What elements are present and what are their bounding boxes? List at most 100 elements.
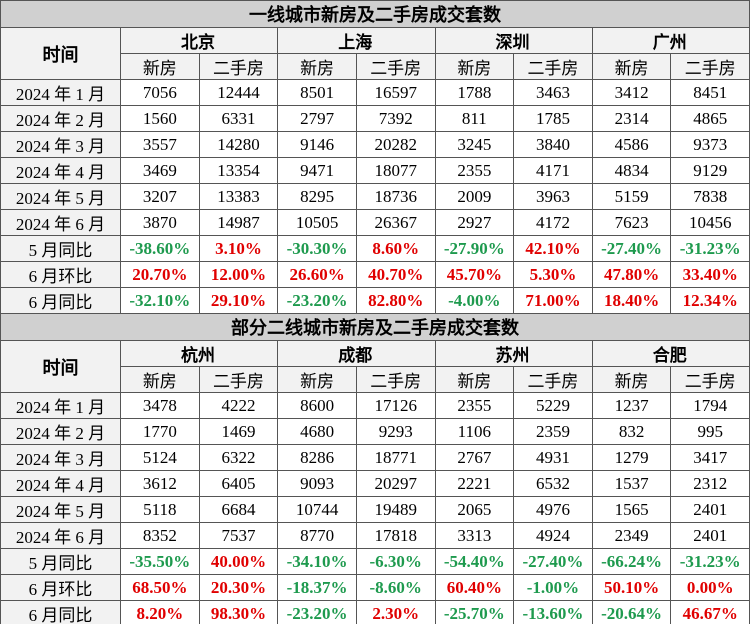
count-cell: 2401 <box>670 496 750 523</box>
count-cell: 16597 <box>355 79 436 106</box>
count-cell: 9129 <box>670 157 750 184</box>
city-header: 广州 <box>591 27 750 54</box>
count-cell: 4171 <box>513 157 593 184</box>
sub-header: 新房 <box>277 53 357 80</box>
change-cell: 42.10% <box>513 235 593 262</box>
count-cell: 4172 <box>513 209 593 236</box>
count-cell: 3612 <box>120 470 200 497</box>
sub-header: 二手房 <box>355 366 436 393</box>
data-row: 2024 年 5 月 5118 6684 10744 19489 2065 4976 1565… <box>0 496 750 523</box>
change-cell: -27.40% <box>591 235 672 262</box>
data-row: 5 月同比 -35.50% 40.00% -34.10% -6.30% -54.40% -2… <box>0 548 750 575</box>
change-cell: -6.30% <box>355 548 436 575</box>
row-label: 2024 年 6 月 <box>0 522 121 549</box>
data-row: 6 月同比 -32.10% 29.10% -23.20% 82.80% -4.00% 71.… <box>0 287 750 314</box>
count-cell: 1565 <box>591 496 672 523</box>
count-cell: 8770 <box>277 522 357 549</box>
row-label: 6 月环比 <box>0 574 121 601</box>
count-cell: 8501 <box>277 79 357 106</box>
row-label: 5 月同比 <box>0 235 121 262</box>
row-label: 2024 年 2 月 <box>0 418 121 445</box>
change-cell: -23.20% <box>277 600 357 624</box>
sub-header: 二手房 <box>670 366 750 393</box>
count-cell: 7056 <box>120 79 200 106</box>
change-cell: 12.34% <box>670 287 750 314</box>
count-cell: 9373 <box>670 131 750 158</box>
count-cell: 3313 <box>434 522 515 549</box>
change-cell: 0.00% <box>670 574 750 601</box>
count-cell: 3245 <box>434 131 515 158</box>
city-header: 成都 <box>277 340 436 367</box>
count-cell: 3963 <box>513 183 593 210</box>
count-cell: 6684 <box>198 496 279 523</box>
change-cell: -20.64% <box>591 600 672 624</box>
count-cell: 2349 <box>591 522 672 549</box>
row-label: 2024 年 2 月 <box>0 105 121 132</box>
change-cell: 60.40% <box>434 574 515 601</box>
count-cell: 5124 <box>120 444 200 471</box>
change-cell: -54.40% <box>434 548 515 575</box>
count-cell: 3417 <box>670 444 750 471</box>
count-cell: 7537 <box>198 522 279 549</box>
data-row: 2024 年 3 月 3557 14280 9146 20282 3245 3840 4586… <box>0 131 750 158</box>
change-cell: -31.23% <box>670 548 750 575</box>
count-cell: 3478 <box>120 392 200 419</box>
change-cell: 45.70% <box>434 261 515 288</box>
change-cell: 82.80% <box>355 287 436 314</box>
count-cell: 19489 <box>355 496 436 523</box>
count-cell: 7623 <box>591 209 672 236</box>
count-cell: 4924 <box>513 522 593 549</box>
data-row: 2024 年 2 月 1770 1469 4680 9293 1106 2359 832 995 <box>0 418 750 445</box>
change-cell: 47.80% <box>591 261 672 288</box>
city-header: 北京 <box>119 27 279 54</box>
change-cell: 8.20% <box>120 600 200 624</box>
row-label: 2024 年 3 月 <box>0 131 121 158</box>
count-cell: 3557 <box>120 131 200 158</box>
row-label: 2024 年 5 月 <box>0 183 121 210</box>
data-row: 2024 年 2 月 1560 6331 2797 7392 811 1785 2314 486… <box>0 105 750 132</box>
row-label: 2024 年 1 月 <box>0 79 121 106</box>
count-cell: 1237 <box>591 392 672 419</box>
change-cell: 3.10% <box>198 235 279 262</box>
change-cell: 2.30% <box>355 600 436 624</box>
section-title: 一线城市新房及二手房成交套数 <box>0 0 750 28</box>
count-cell: 832 <box>591 418 672 445</box>
count-cell: 10744 <box>277 496 357 523</box>
change-cell: 5.30% <box>513 261 593 288</box>
count-cell: 2359 <box>513 418 593 445</box>
data-row: 6 月环比 68.50% 20.30% -18.37% -8.60% 60.40% -1.0… <box>0 574 750 601</box>
change-cell: -13.60% <box>513 600 593 624</box>
count-cell: 18736 <box>355 183 436 210</box>
data-row: 5 月同比 -38.60% 3.10% -30.30% 8.60% -27.90% 42.1… <box>0 235 750 262</box>
change-cell: -4.00% <box>434 287 515 314</box>
row-label: 2024 年 3 月 <box>0 444 121 471</box>
change-cell: -38.60% <box>120 235 200 262</box>
count-cell: 5118 <box>120 496 200 523</box>
section-title: 部分二线城市新房及二手房成交套数 <box>0 313 750 341</box>
row-label: 2024 年 6 月 <box>0 209 121 236</box>
data-row: 2024 年 6 月 3870 14987 10505 26367 2927 4172 762… <box>0 209 750 236</box>
change-cell: 18.40% <box>591 287 672 314</box>
count-cell: 10505 <box>277 209 357 236</box>
change-cell: -8.60% <box>355 574 436 601</box>
change-cell: -35.50% <box>120 548 200 575</box>
row-label: 5 月同比 <box>0 548 121 575</box>
count-cell: 9471 <box>277 157 357 184</box>
sub-header-row: 新房 二手房 新房 二手房 新房 二手房 新房 二手房 <box>1 53 750 80</box>
sub-header: 新房 <box>120 366 200 393</box>
count-cell: 1106 <box>434 418 515 445</box>
change-cell: 98.30% <box>198 600 279 624</box>
change-cell: -18.37% <box>277 574 357 601</box>
city-header: 苏州 <box>434 340 593 367</box>
change-cell: -1.00% <box>513 574 593 601</box>
count-cell: 1770 <box>120 418 200 445</box>
count-cell: 2355 <box>434 392 515 419</box>
count-cell: 3463 <box>513 79 593 106</box>
time-header: 时间 <box>0 340 121 393</box>
data-row: 6 月同比 8.20% 98.30% -23.20% 2.30% -25.70% -13.6… <box>0 600 750 624</box>
count-cell: 6331 <box>198 105 279 132</box>
count-cell: 4931 <box>513 444 593 471</box>
count-cell: 3207 <box>120 183 200 210</box>
count-cell: 2009 <box>434 183 515 210</box>
